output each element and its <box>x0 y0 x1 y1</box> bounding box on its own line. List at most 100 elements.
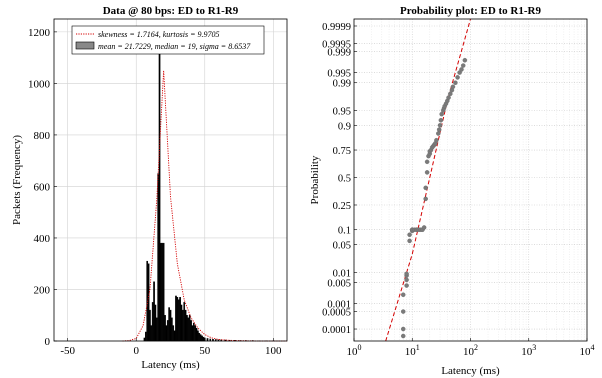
data-point <box>434 137 439 143</box>
y-tick-label: 0.005 <box>327 278 351 289</box>
y-tick-label: 0.9 <box>338 121 351 132</box>
data-point <box>423 185 428 191</box>
histogram-bar <box>154 304 157 342</box>
y-tick-label: 0.25 <box>333 201 351 212</box>
y-tick-label: 0.01 <box>333 268 351 279</box>
histogram-bar <box>147 263 150 342</box>
histogram-bar <box>158 27 161 342</box>
data-point <box>424 159 430 165</box>
histogram-bar <box>162 242 165 342</box>
histogram-bar <box>151 302 154 342</box>
data-point <box>400 309 406 314</box>
histogram-bar <box>143 337 146 342</box>
histogram-bar <box>166 320 169 342</box>
legend-entry: mean = 21.7229, median = 19, sigma = 8.6… <box>98 42 251 51</box>
y-axis-label: Packets (Frequency) <box>11 135 23 225</box>
y-tick-label: 0.99 <box>333 79 351 90</box>
data-point <box>404 277 409 283</box>
data-point <box>400 326 406 332</box>
data-point <box>438 118 444 123</box>
data-point <box>455 75 460 80</box>
data-point <box>407 232 412 238</box>
x-tick-label: -50 <box>60 345 75 357</box>
data-point <box>407 238 412 244</box>
y-tick-label: 1000 <box>28 78 51 90</box>
legend-entry: skewness = 1.7164, kurtosis = 9.9705 <box>98 30 219 39</box>
histogram-bar <box>180 304 183 342</box>
histogram-bar <box>183 302 186 342</box>
histogram-bar <box>198 333 201 342</box>
data-point <box>424 170 430 175</box>
data-point <box>404 271 409 277</box>
chart-title: Probability plot: ED to R1-R9 <box>400 5 541 17</box>
histogram-bar <box>153 281 155 342</box>
probability-plot-panel: 100 101 102 103 1040.00010.00050.0010.0050.0… <box>309 5 595 377</box>
data-point <box>462 57 468 63</box>
histogram-bar <box>169 309 172 342</box>
axes-box <box>53 18 288 342</box>
data-point <box>423 196 428 202</box>
x-tick-label: 104 <box>580 343 595 358</box>
y-tick-label: 800 <box>34 130 51 142</box>
histogram-bar <box>175 295 177 342</box>
data-point <box>436 127 442 132</box>
histogram-bar <box>190 320 192 342</box>
histogram-bar <box>195 327 198 342</box>
data-point <box>446 95 451 100</box>
histogram-bar <box>186 315 188 342</box>
histogram-bar <box>150 325 153 342</box>
histogram-bar <box>149 309 151 342</box>
y-tick-label: 400 <box>34 233 51 245</box>
histogram-bar <box>179 297 181 342</box>
x-tick-label: 100 <box>265 345 282 357</box>
y-tick-label: 0.05 <box>333 241 351 252</box>
x-tick-label: 101 <box>405 343 420 358</box>
y-tick-label: 0.9995 <box>322 39 351 50</box>
y-tick-label: 0 <box>45 336 51 348</box>
data-point <box>459 67 464 72</box>
histogram-bar <box>165 325 168 342</box>
y-tick-label: 0.0001 <box>322 325 351 336</box>
y-tick-label: 0.9999 <box>322 22 351 33</box>
histogram-bar <box>192 322 195 342</box>
histogram-bar <box>187 317 190 342</box>
histogram-bar <box>172 325 175 342</box>
histogram-bar <box>164 315 166 342</box>
histogram-bar <box>199 334 202 342</box>
y-tick-label: 0.75 <box>333 146 351 157</box>
histogram-bar <box>160 242 162 342</box>
data-point <box>400 333 406 339</box>
x-tick-label: 100 <box>347 343 362 358</box>
y-tick-label: 0.5 <box>338 174 351 185</box>
histogram-bar <box>145 331 147 342</box>
x-axis-label: Latency (ms) <box>441 365 500 377</box>
histogram-bar <box>202 336 205 342</box>
histogram-bar <box>176 297 179 342</box>
data-point <box>400 292 406 298</box>
y-tick-label: 0.999 <box>327 48 351 59</box>
histogram-bar <box>157 173 159 342</box>
histogram-bar <box>168 307 170 342</box>
x-tick-label: 103 <box>521 343 536 358</box>
histogram-bar <box>184 309 187 342</box>
histogram-bar <box>155 317 158 342</box>
histogram-bar <box>201 335 203 342</box>
y-tick-label: 1200 <box>28 27 51 39</box>
y-axis-label: Probability <box>309 155 321 204</box>
y-tick-label: 0.001 <box>327 299 351 310</box>
histogram-bar <box>197 330 199 342</box>
histogram-bar <box>173 330 176 342</box>
y-tick-label: 200 <box>34 284 51 296</box>
data-point <box>404 283 409 288</box>
y-tick-label: 0.995 <box>327 69 351 80</box>
data-point <box>421 225 427 230</box>
data-point <box>437 123 443 128</box>
legend-box <box>71 25 265 55</box>
histogram-bar <box>182 309 184 342</box>
x-tick-label: 0 <box>133 345 139 357</box>
x-tick-label: 50 <box>199 345 211 357</box>
data-point <box>448 91 453 97</box>
y-tick-label: 600 <box>34 181 51 193</box>
